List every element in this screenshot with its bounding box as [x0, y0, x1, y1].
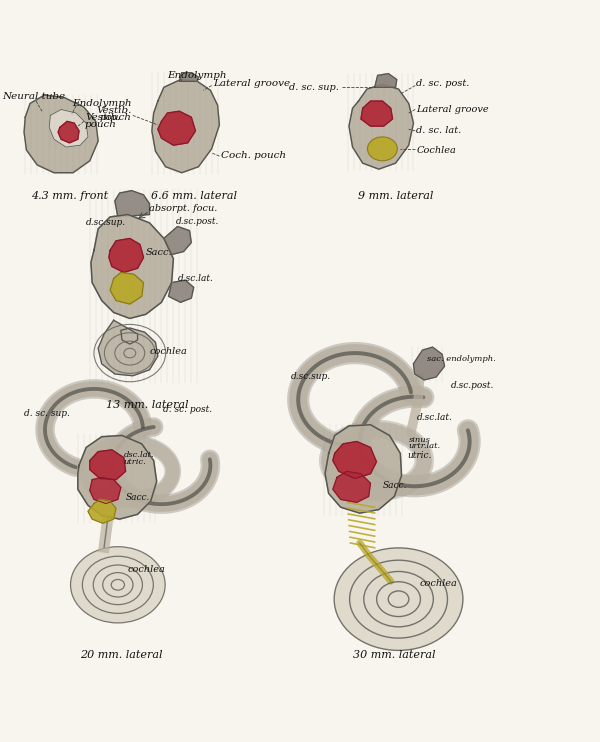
Polygon shape — [24, 95, 98, 173]
Text: sinus: sinus — [409, 436, 431, 444]
Text: absorpt. focu.: absorpt. focu. — [149, 204, 218, 213]
Text: sac. endolymph.: sac. endolymph. — [427, 355, 496, 363]
Text: Sacc.: Sacc. — [125, 493, 150, 502]
Polygon shape — [333, 441, 376, 479]
Ellipse shape — [71, 547, 165, 623]
Text: 6.6 mm. lateral: 6.6 mm. lateral — [151, 191, 236, 200]
Text: urtr.lat.: urtr.lat. — [409, 441, 441, 450]
Polygon shape — [413, 347, 445, 380]
Polygon shape — [169, 280, 194, 302]
Text: Endolymph: Endolymph — [167, 71, 227, 80]
Text: 20 mm. lateral: 20 mm. lateral — [80, 651, 162, 660]
Polygon shape — [349, 85, 413, 169]
Text: Sacc.: Sacc. — [382, 481, 407, 490]
Polygon shape — [90, 450, 125, 479]
Polygon shape — [158, 111, 196, 145]
Text: 13 mm. lateral: 13 mm. lateral — [106, 400, 189, 410]
Text: d. sc. post.: d. sc. post. — [416, 79, 470, 88]
Polygon shape — [98, 321, 158, 375]
Text: d. sc. lat.: d. sc. lat. — [416, 126, 462, 136]
Text: cochlea: cochlea — [419, 579, 457, 588]
Text: Lateral groove: Lateral groove — [416, 105, 489, 114]
Text: utric.: utric. — [124, 458, 146, 466]
Text: d.sc.lat.: d.sc.lat. — [416, 413, 452, 422]
Text: cochlea: cochlea — [149, 347, 187, 356]
Polygon shape — [49, 109, 88, 147]
Polygon shape — [78, 436, 157, 519]
Polygon shape — [109, 238, 143, 272]
Polygon shape — [115, 191, 149, 217]
Polygon shape — [58, 122, 79, 143]
Text: d. sc. post.: d. sc. post. — [163, 405, 212, 414]
Polygon shape — [374, 73, 397, 88]
Polygon shape — [164, 226, 191, 255]
Text: 4.3 mm. front: 4.3 mm. front — [32, 191, 109, 200]
Text: 30 mm. lateral: 30 mm. lateral — [353, 651, 436, 660]
Text: Endolymph: Endolymph — [72, 99, 131, 108]
Ellipse shape — [334, 548, 463, 651]
Polygon shape — [88, 499, 116, 523]
Text: Lateral groove: Lateral groove — [214, 79, 290, 88]
Text: d.sc.lat.: d.sc.lat. — [178, 274, 214, 283]
Text: dsc.lat.: dsc.lat. — [124, 450, 154, 459]
Polygon shape — [91, 214, 173, 318]
Text: 9 mm. lateral: 9 mm. lateral — [358, 191, 433, 200]
Polygon shape — [361, 101, 392, 126]
Text: Coch. pouch: Coch. pouch — [221, 151, 286, 160]
Text: d.sc.sup.: d.sc.sup. — [291, 372, 331, 381]
Text: pouch: pouch — [100, 114, 131, 122]
Text: d. sc. sup.: d. sc. sup. — [24, 410, 70, 418]
Polygon shape — [325, 424, 401, 513]
Text: pouch: pouch — [85, 120, 117, 129]
Text: d.sc.post.: d.sc.post. — [176, 217, 219, 226]
Polygon shape — [179, 73, 199, 82]
Text: Cochlea: Cochlea — [416, 145, 457, 154]
Text: d.sc.post.: d.sc.post. — [451, 381, 494, 390]
Polygon shape — [333, 471, 370, 502]
Polygon shape — [152, 79, 220, 173]
Polygon shape — [90, 477, 121, 504]
Text: Sacc.: Sacc. — [146, 249, 173, 257]
Polygon shape — [110, 272, 143, 304]
Ellipse shape — [367, 137, 397, 161]
Text: d.sc.sup.: d.sc.sup. — [86, 218, 127, 227]
Text: cochlea: cochlea — [128, 565, 166, 574]
Text: Vestib.: Vestib. — [96, 106, 131, 115]
Text: Vestib.: Vestib. — [85, 114, 121, 122]
Text: utric.: utric. — [407, 451, 432, 460]
Text: d. sc. sup.: d. sc. sup. — [289, 83, 339, 92]
Text: Neural tube: Neural tube — [2, 92, 66, 101]
